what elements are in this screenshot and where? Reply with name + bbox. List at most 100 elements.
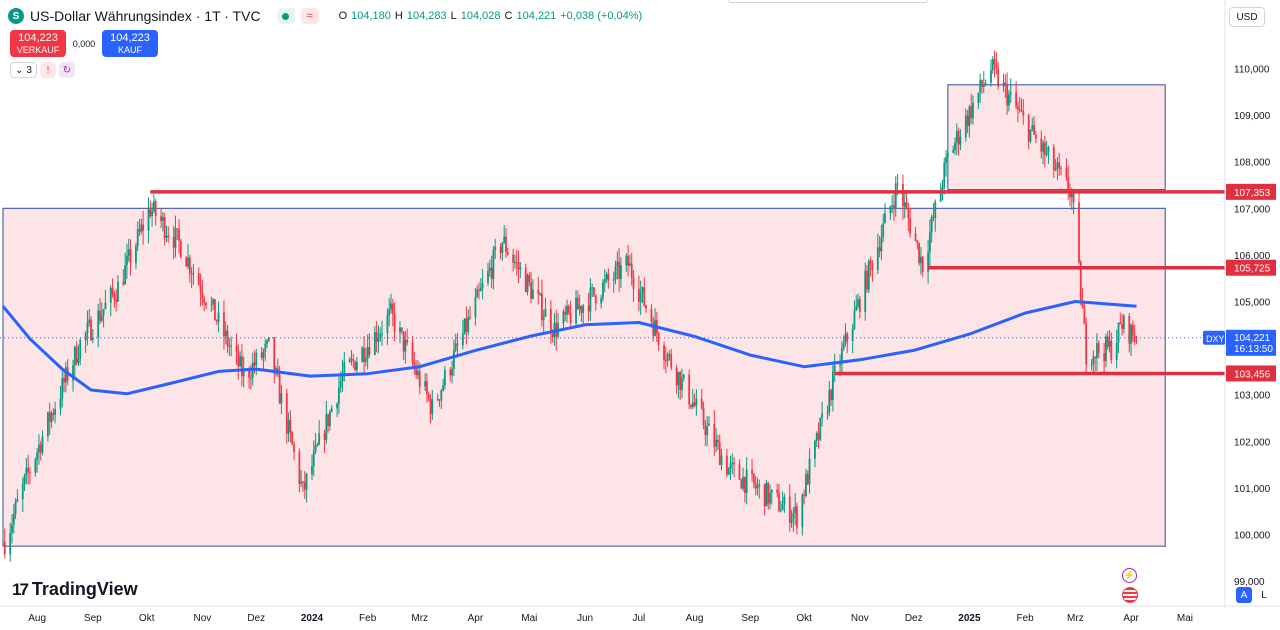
candle-body bbox=[690, 404, 692, 408]
currency-button[interactable]: USD bbox=[1229, 7, 1265, 27]
candle-body bbox=[914, 233, 917, 241]
refresh-icon[interactable]: ↻ bbox=[58, 62, 75, 78]
candle-body bbox=[731, 462, 734, 464]
candle-body bbox=[161, 217, 164, 221]
candle-body bbox=[1110, 340, 1113, 361]
wave-icon[interactable]: ≈ bbox=[300, 8, 319, 24]
candle-body bbox=[627, 255, 630, 266]
candle-body bbox=[427, 393, 430, 399]
candle-body bbox=[348, 359, 351, 362]
candle-body bbox=[341, 373, 344, 382]
candle-body bbox=[23, 475, 26, 484]
candle-body bbox=[776, 489, 779, 493]
candle-body bbox=[366, 347, 369, 359]
candle-body bbox=[517, 262, 520, 270]
candle-body bbox=[792, 512, 795, 519]
candle-body bbox=[90, 319, 92, 341]
candle-body bbox=[618, 261, 621, 279]
candle-body bbox=[59, 398, 62, 410]
candle-body bbox=[1052, 147, 1055, 171]
candle-body bbox=[752, 473, 755, 484]
candle-body bbox=[431, 399, 434, 415]
candle-body bbox=[237, 351, 240, 367]
us-flag-event-icon[interactable] bbox=[1122, 587, 1138, 603]
candle-body bbox=[968, 106, 971, 127]
candle-body bbox=[551, 333, 554, 337]
candle-body bbox=[506, 251, 509, 255]
candle-body bbox=[717, 439, 719, 443]
candle-body bbox=[424, 381, 427, 387]
market-open-icon[interactable] bbox=[276, 8, 295, 24]
candle-body bbox=[726, 455, 728, 475]
candle-body bbox=[704, 425, 707, 435]
candle-body bbox=[242, 369, 245, 377]
alert-icon[interactable]: ! bbox=[39, 62, 56, 78]
zone-top-range[interactable] bbox=[947, 84, 1166, 191]
candle-body bbox=[954, 142, 956, 150]
candle-body bbox=[758, 484, 761, 487]
candle-body bbox=[700, 398, 703, 409]
zone-big-range[interactable] bbox=[2, 207, 1166, 547]
candle-body bbox=[663, 345, 665, 361]
buy-button[interactable]: 104,223 KAUF bbox=[102, 30, 158, 57]
top-handle[interactable] bbox=[728, 0, 928, 3]
x-tick-label: Apr bbox=[1123, 613, 1139, 624]
candle-body bbox=[1108, 340, 1111, 347]
candle-body bbox=[770, 489, 773, 494]
candle-body bbox=[255, 352, 258, 366]
candle-body bbox=[783, 496, 786, 505]
candle-body bbox=[941, 186, 944, 190]
candle-body bbox=[188, 257, 191, 274]
candle-body bbox=[995, 64, 998, 69]
candle-body bbox=[997, 68, 1000, 87]
candle-body bbox=[50, 413, 53, 422]
candle-body bbox=[179, 240, 182, 258]
candle-body bbox=[241, 356, 243, 377]
candle-body bbox=[932, 216, 935, 218]
candle-body bbox=[452, 350, 455, 370]
candle-body bbox=[1085, 323, 1088, 365]
candle-body bbox=[664, 360, 667, 362]
candle-body bbox=[537, 289, 540, 294]
candle-body bbox=[499, 246, 502, 253]
y-tick-label: 99,000 bbox=[1234, 577, 1265, 588]
moving-average-line[interactable] bbox=[1, 300, 1137, 396]
candle-body bbox=[754, 483, 757, 489]
candle-body bbox=[117, 282, 119, 302]
candle-body bbox=[542, 316, 545, 320]
candle-body bbox=[402, 331, 405, 352]
candle-body bbox=[639, 292, 642, 303]
candle-body bbox=[876, 247, 879, 271]
candle-body bbox=[467, 316, 470, 332]
candle-body bbox=[388, 309, 391, 316]
lightning-event-icon[interactable]: ⚡ bbox=[1122, 568, 1137, 583]
candle-body bbox=[805, 473, 807, 496]
log-scale-button[interactable]: L bbox=[1261, 589, 1267, 601]
candle-body bbox=[449, 369, 452, 376]
candle-body bbox=[706, 425, 709, 435]
candle-body bbox=[576, 297, 579, 310]
candle-body bbox=[928, 232, 931, 253]
candle-body bbox=[136, 229, 139, 247]
symbol-title[interactable]: US-Dollar Währungsindex · 1T · TVC bbox=[30, 8, 261, 24]
candle-body bbox=[930, 216, 933, 233]
tradingview-logo[interactable]: 17 TradingView bbox=[12, 579, 138, 600]
candle-body bbox=[305, 474, 308, 490]
candle-body bbox=[34, 459, 37, 473]
candle-body bbox=[109, 287, 112, 303]
candle-body bbox=[91, 337, 94, 341]
candle-body bbox=[61, 377, 64, 399]
candle-body bbox=[1054, 168, 1057, 171]
candle-body bbox=[316, 444, 319, 446]
candle-body bbox=[591, 287, 594, 289]
candle-body bbox=[858, 299, 861, 312]
indicators-toggle[interactable]: ⌄ 3 bbox=[10, 62, 37, 78]
candle-body bbox=[135, 246, 137, 264]
sell-button[interactable]: 104,223 VERKAUF bbox=[10, 30, 66, 57]
candle-body bbox=[226, 330, 229, 347]
candle-body bbox=[602, 282, 604, 298]
candle-body bbox=[21, 483, 24, 500]
auto-scale-button[interactable]: A bbox=[1236, 587, 1252, 603]
candle-body bbox=[884, 213, 886, 224]
